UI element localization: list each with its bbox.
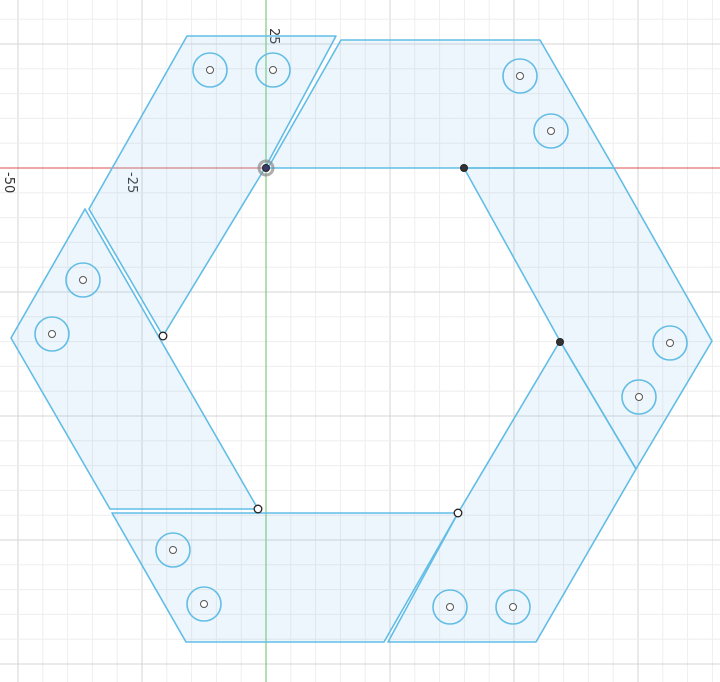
right-segment[interactable]	[463, 167, 713, 470]
hole-icon[interactable]	[192, 52, 228, 88]
hole-icon[interactable]	[502, 58, 538, 94]
origin-point-icon[interactable]	[257, 159, 275, 177]
sketch-point-icon[interactable]	[556, 338, 564, 346]
left-segment[interactable]	[10, 208, 259, 510]
ruler-label-left-far: -50	[1, 172, 16, 193]
hole-icon[interactable]	[652, 325, 688, 361]
holes	[34, 52, 688, 625]
sketch-point-icon[interactable]	[453, 508, 463, 518]
hole-icon[interactable]	[432, 589, 468, 625]
sketch-point-icon[interactable]	[253, 504, 263, 514]
hole-icon[interactable]	[533, 113, 569, 149]
hole-icon[interactable]	[621, 379, 657, 415]
lower-right-segment[interactable]	[387, 340, 637, 643]
upper-left-segment[interactable]	[88, 35, 337, 337]
bottom-segment[interactable]	[111, 512, 459, 643]
sketch-point-icon[interactable]	[158, 331, 168, 341]
sketch-point-icon[interactable]	[460, 164, 468, 172]
ruler-label-left-near: -25	[124, 172, 139, 193]
origin-point-center	[262, 164, 270, 172]
sketch-points	[158, 159, 564, 518]
hole-icon[interactable]	[34, 316, 70, 352]
hexagon-frame	[10, 35, 713, 643]
hole-icon[interactable]	[186, 586, 222, 622]
hole-icon[interactable]	[255, 52, 291, 88]
hole-icon[interactable]	[155, 532, 191, 568]
hole-icon[interactable]	[65, 262, 101, 298]
hole-icon[interactable]	[495, 589, 531, 625]
